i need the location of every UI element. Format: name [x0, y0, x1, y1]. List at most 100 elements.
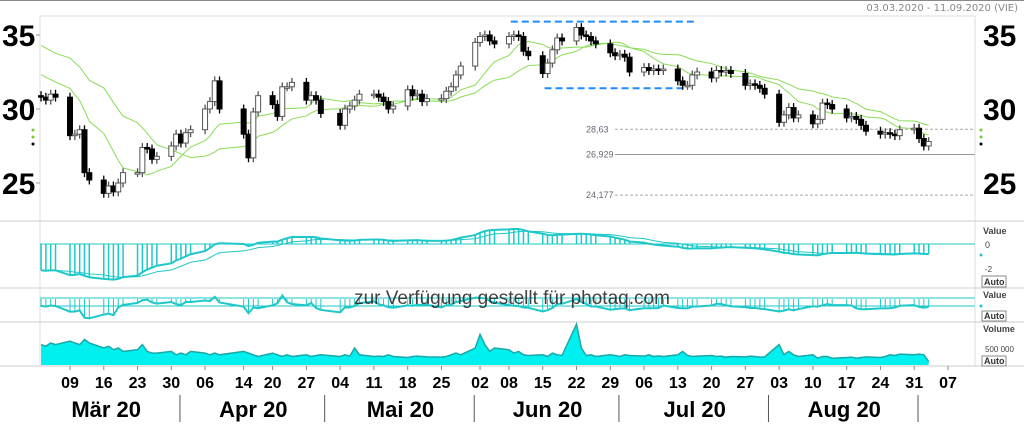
- candle-body: [481, 34, 488, 37]
- candle-body: [650, 68, 657, 72]
- month-label: Jul 20: [664, 397, 726, 422]
- macd-panel: [40, 227, 983, 281]
- candle-body: [250, 111, 257, 159]
- candle-body: [713, 70, 720, 79]
- candle-body: [149, 148, 156, 160]
- candle-body: [385, 101, 392, 110]
- candle: [843, 104, 850, 123]
- candle-body: [38, 95, 45, 98]
- candle: [375, 89, 382, 102]
- candle: [86, 168, 93, 185]
- candle: [457, 61, 464, 80]
- candle: [448, 82, 455, 96]
- macd-tick-0: 0: [985, 240, 990, 250]
- candle-body: [380, 96, 387, 103]
- candle: [390, 101, 397, 114]
- candle-body: [308, 95, 315, 101]
- candle-body: [168, 145, 175, 157]
- macd-auto-button[interactable]: [981, 275, 1007, 288]
- candle-body: [776, 93, 783, 123]
- x-tick-label: 14: [235, 375, 253, 392]
- candle: [819, 98, 826, 124]
- candle: [404, 85, 411, 111]
- price-marker-dot: [979, 135, 983, 139]
- oscillator-auto-label: Auto: [984, 311, 1005, 321]
- candle-body: [351, 99, 358, 107]
- candle-body: [660, 68, 667, 72]
- candle: [240, 104, 247, 139]
- candle: [660, 64, 667, 75]
- volume-auto-label: Auto: [984, 356, 1005, 366]
- price-marker-dot: [979, 128, 983, 132]
- candle-body: [356, 93, 363, 101]
- candle: [380, 92, 387, 107]
- candle-body: [206, 101, 213, 110]
- candle: [67, 92, 73, 141]
- level-label: 26,929: [586, 149, 614, 159]
- month-label: Apr 20: [219, 397, 287, 422]
- price-marker-dot: [31, 135, 35, 139]
- candle-body: [790, 107, 797, 119]
- candle: [694, 67, 701, 80]
- candle-body: [414, 93, 421, 97]
- date-range-label: 03.03.2020 - 11.09.2020 (VIE): [866, 3, 1018, 14]
- candle-body: [187, 129, 194, 134]
- oscillator-panel: [40, 293, 983, 320]
- candle-body: [370, 93, 377, 97]
- candle-body: [780, 114, 787, 123]
- candle: [491, 36, 498, 49]
- oscillator-label: Value: [983, 290, 1007, 300]
- candle-body: [544, 62, 551, 74]
- candle-body: [81, 129, 88, 174]
- candle-body: [626, 56, 633, 73]
- macd-label: Value: [983, 226, 1007, 236]
- candle: [288, 77, 295, 92]
- candle: [727, 66, 734, 78]
- volume-auto-button[interactable]: [981, 355, 1007, 367]
- candle-body: [819, 102, 826, 120]
- x-tick-label: 13: [669, 375, 687, 392]
- candle: [438, 94, 445, 104]
- candle-body: [911, 127, 918, 131]
- candle: [829, 100, 836, 114]
- x-tick-label: 07: [939, 375, 957, 392]
- candle-body: [641, 67, 648, 73]
- candle-body: [607, 43, 614, 54]
- candle-body: [858, 118, 865, 126]
- oscillator-auto-button[interactable]: [981, 310, 1007, 322]
- candle-body: [346, 105, 353, 110]
- x-tick-label: 23: [129, 375, 147, 392]
- candle: [452, 70, 459, 92]
- candle-body: [723, 70, 730, 73]
- ma-long-line: [40, 42, 929, 158]
- candle-body: [708, 71, 715, 79]
- x-tick-label: 17: [838, 375, 856, 392]
- candle: [202, 104, 209, 135]
- candle: [713, 66, 720, 83]
- candle-body: [587, 35, 594, 42]
- candle: [862, 120, 869, 136]
- candle-body: [862, 124, 869, 132]
- oscillator-line: [40, 293, 929, 320]
- candle-body: [144, 146, 151, 150]
- candle-body: [337, 112, 344, 126]
- candle-body: [616, 53, 623, 57]
- candle-body: [896, 129, 903, 137]
- x-tick-label: 30: [162, 375, 180, 392]
- candle: [486, 30, 493, 46]
- candle: [607, 39, 614, 58]
- candle: [689, 70, 696, 90]
- macd-auto-label: Auto: [984, 277, 1005, 287]
- price-marker-dot: [31, 128, 35, 132]
- candle: [423, 94, 430, 107]
- candle-body: [578, 27, 585, 36]
- candle-body: [795, 114, 802, 119]
- candle-body: [621, 53, 628, 58]
- x-tick-label: 11: [365, 375, 382, 392]
- candle-body: [86, 172, 93, 181]
- candle-body: [761, 87, 768, 95]
- candle-body: [785, 107, 792, 116]
